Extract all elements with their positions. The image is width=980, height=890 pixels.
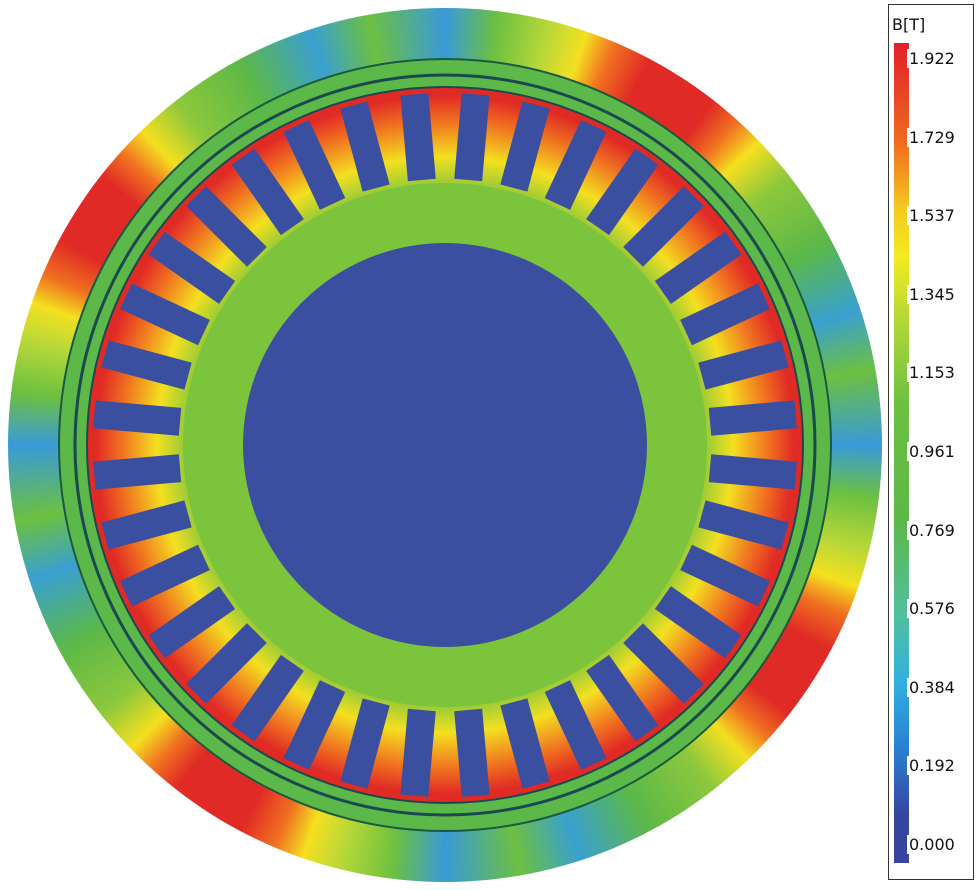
slot: [680, 283, 770, 346]
slot: [623, 186, 704, 267]
slot: [340, 101, 390, 192]
slot: [454, 708, 490, 797]
legend-label: 0.192: [907, 756, 957, 776]
slot: [93, 454, 182, 490]
legend-label: 0.769: [907, 520, 957, 540]
slot: [544, 680, 607, 770]
slot: [93, 400, 182, 436]
slot: [454, 93, 490, 182]
slot: [586, 654, 659, 742]
slot: [101, 340, 192, 390]
legend-label: 1.729: [907, 127, 957, 147]
slot: [698, 500, 789, 550]
ring-line: [73, 73, 817, 817]
legend-label: 1.922: [907, 49, 957, 68]
legend-label: 1.153: [907, 363, 957, 383]
slot: [680, 544, 770, 607]
slot: [500, 698, 550, 789]
slot: [708, 454, 797, 490]
legend-label: 0.000: [907, 835, 957, 854]
motor-cross-section: [58, 58, 832, 832]
slot: [544, 120, 607, 210]
slot: [101, 500, 192, 550]
slot: [148, 586, 236, 659]
slot: [400, 708, 436, 797]
slot: [283, 120, 346, 210]
slot: [654, 586, 742, 659]
color-legend: B[T] 1.922 1.729 1.537 1.345 1.153 0.961 0.769…: [888, 4, 974, 880]
slot: [148, 231, 236, 304]
slot: [586, 148, 659, 236]
legend-label: 1.345: [907, 284, 957, 304]
legend-title: B[T]: [892, 15, 926, 34]
legend-label: 0.961: [907, 442, 957, 461]
slot: [400, 93, 436, 182]
color-scale: [894, 43, 909, 863]
slot: [623, 623, 704, 704]
slot: [120, 544, 210, 607]
slot: [708, 400, 797, 436]
slot: [283, 680, 346, 770]
slot: [231, 148, 304, 236]
slot: [186, 186, 267, 267]
slots: [93, 93, 797, 797]
shaft: [243, 243, 647, 647]
slot: [340, 698, 390, 789]
slot: [654, 231, 742, 304]
slot: [186, 623, 267, 704]
slot: [231, 654, 304, 742]
slot: [120, 283, 210, 346]
legend-label: 0.384: [907, 677, 957, 697]
legend-label: 1.537: [907, 206, 957, 226]
legend-label: 0.576: [907, 599, 957, 619]
slot: [500, 101, 550, 192]
slot: [698, 340, 789, 390]
